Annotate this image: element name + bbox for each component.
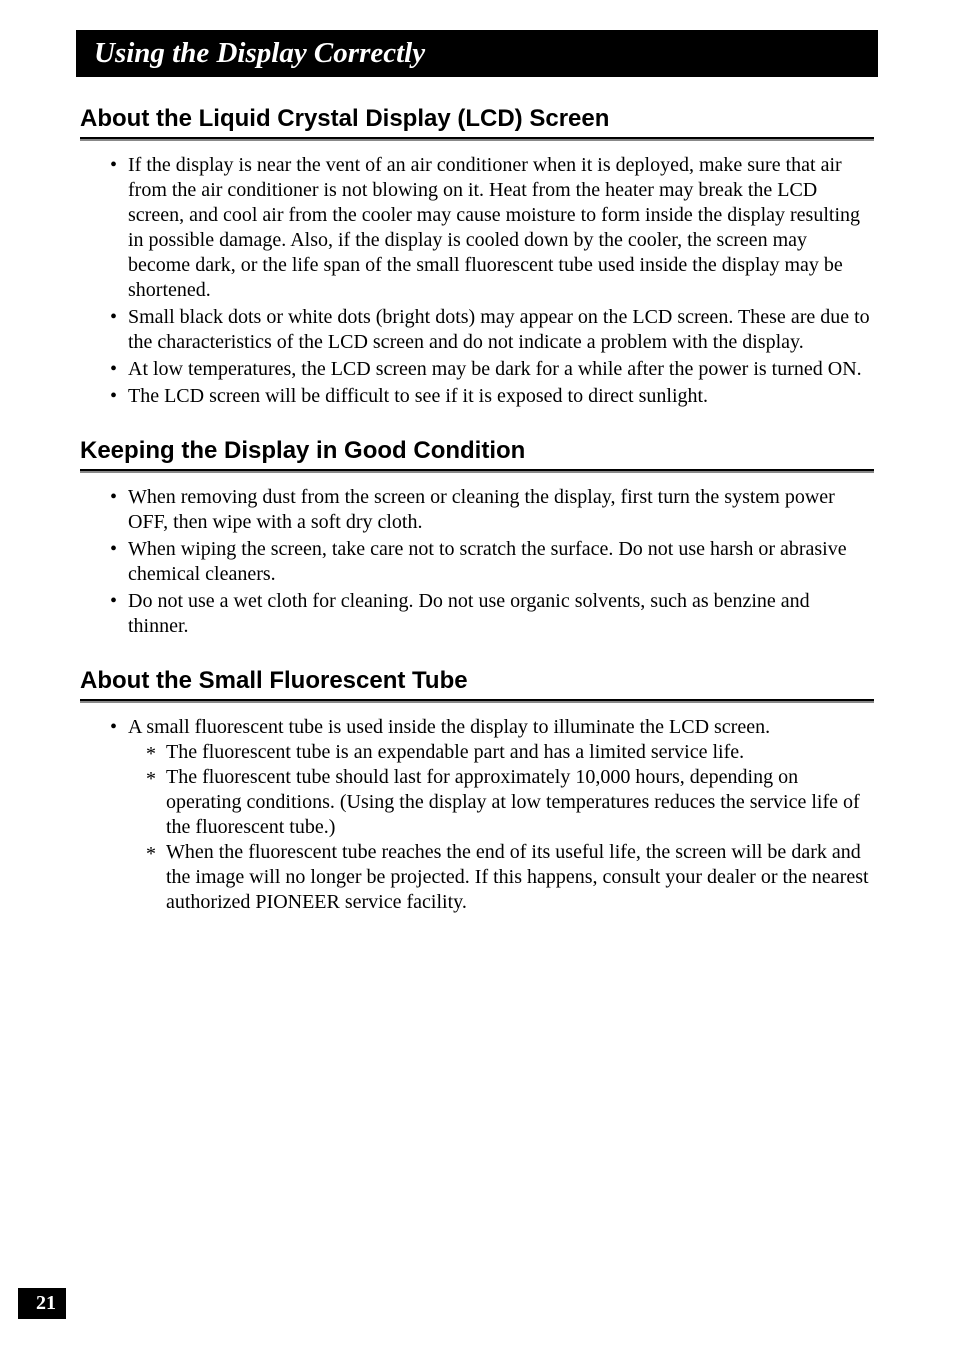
list-item: A small fluorescent tube is used inside …: [128, 715, 874, 915]
sub-list-item: The fluorescent tube is an expendable pa…: [146, 740, 874, 765]
list-item: When wiping the screen, take care not to…: [128, 537, 874, 587]
bullet-list: When removing dust from the screen or cl…: [80, 485, 874, 639]
bullet-list: If the display is near the vent of an ai…: [80, 153, 874, 409]
list-item: Do not use a wet cloth for cleaning. Do …: [128, 589, 874, 639]
section-tube: About the Small Fluorescent Tube A small…: [80, 667, 874, 915]
sub-list-item: The fluorescent tube should last for app…: [146, 765, 874, 840]
list-item: At low temperatures, the LCD screen may …: [128, 357, 874, 382]
section-heading: About the Liquid Crystal Display (LCD) S…: [80, 105, 874, 139]
section-heading: Keeping the Display in Good Condition: [80, 437, 874, 471]
section-lcd: About the Liquid Crystal Display (LCD) S…: [80, 105, 874, 409]
list-item: The LCD screen will be difficult to see …: [128, 384, 874, 409]
page-number: 21: [18, 1288, 66, 1319]
list-item-text: A small fluorescent tube is used inside …: [128, 716, 770, 738]
sub-list-item: When the fluorescent tube reaches the en…: [146, 840, 874, 915]
list-item: If the display is near the vent of an ai…: [128, 153, 874, 303]
section-heading-wrap: About the Liquid Crystal Display (LCD) S…: [80, 105, 874, 141]
section-heading: About the Small Fluorescent Tube: [80, 667, 874, 701]
list-item: Small black dots or white dots (bright d…: [128, 305, 874, 355]
sub-list: The fluorescent tube is an expendable pa…: [128, 740, 874, 915]
page-title-bar: Using the Display Correctly: [76, 30, 878, 77]
section-heading-wrap: About the Small Fluorescent Tube: [80, 667, 874, 703]
page-title: Using the Display Correctly: [94, 37, 860, 70]
section-condition: Keeping the Display in Good Condition Wh…: [80, 437, 874, 639]
list-item: When removing dust from the screen or cl…: [128, 485, 874, 535]
section-heading-wrap: Keeping the Display in Good Condition: [80, 437, 874, 473]
bullet-list: A small fluorescent tube is used inside …: [80, 715, 874, 915]
